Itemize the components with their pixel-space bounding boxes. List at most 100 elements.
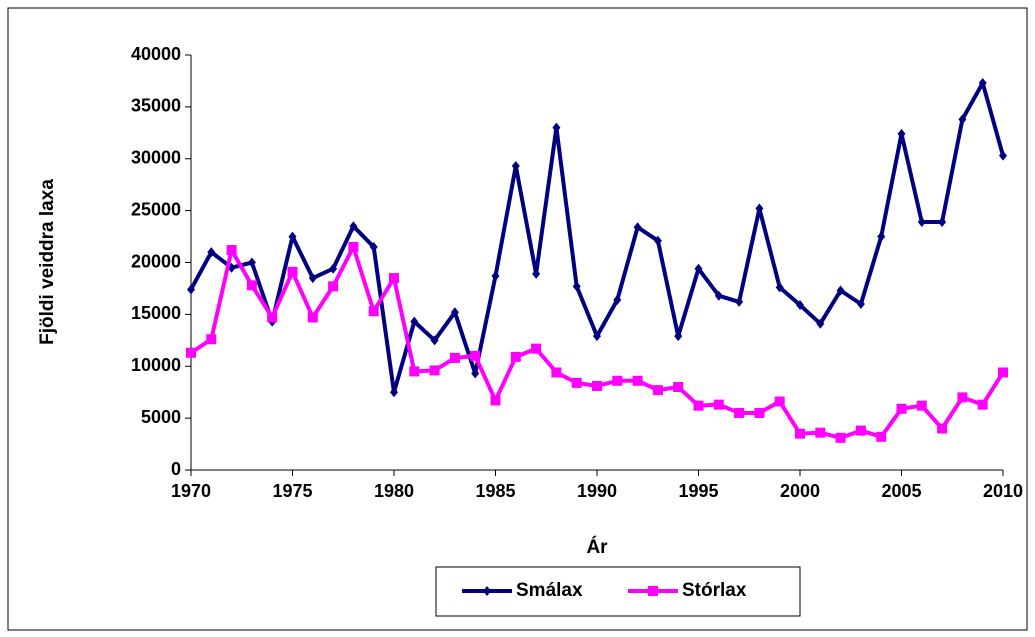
marker	[449, 352, 460, 363]
marker	[815, 427, 826, 438]
marker	[490, 395, 501, 406]
marker	[713, 399, 724, 410]
y-axis-title: Fjöldi veiddra laxa	[37, 179, 58, 345]
marker	[957, 392, 968, 403]
marker	[674, 331, 683, 342]
y-tick-label: 25000	[131, 199, 181, 219]
marker	[572, 281, 581, 292]
marker	[491, 270, 500, 281]
x-tick-label: 1990	[577, 481, 617, 501]
x-tick-label: 1995	[678, 481, 718, 501]
y-tick-label: 30000	[131, 148, 181, 168]
x-tick-label: 1980	[374, 481, 414, 501]
marker	[592, 380, 602, 391]
marker	[510, 351, 521, 362]
marker	[532, 268, 541, 279]
x-tick-label: 2005	[881, 481, 921, 501]
x-tick-label: 2000	[780, 481, 820, 501]
marker	[652, 385, 663, 396]
marker	[714, 290, 723, 301]
marker	[734, 407, 745, 418]
marker	[369, 241, 378, 252]
marker	[916, 400, 927, 411]
marker	[877, 231, 886, 242]
marker	[856, 299, 865, 309]
marker	[836, 285, 845, 296]
marker	[855, 425, 866, 436]
marker	[226, 245, 237, 256]
marker	[673, 382, 684, 392]
marker	[612, 375, 623, 386]
marker	[796, 300, 804, 311]
marker	[368, 306, 379, 317]
marker	[917, 217, 926, 228]
marker	[571, 377, 582, 388]
x-tick-label: 1975	[272, 481, 312, 501]
marker	[648, 586, 658, 596]
marker	[287, 266, 298, 277]
y-tick-label: 5000	[141, 407, 181, 427]
marker	[632, 375, 643, 386]
marker	[633, 222, 642, 233]
marker	[551, 367, 562, 378]
y-tick-label: 40000	[131, 44, 181, 64]
marker	[187, 284, 195, 295]
marker	[450, 307, 459, 318]
chart-frame	[7, 7, 1028, 631]
marker	[958, 114, 967, 125]
marker	[775, 282, 784, 293]
marker	[389, 273, 399, 284]
marker	[613, 294, 622, 305]
legend-label: Smálax	[516, 580, 583, 601]
marker	[429, 365, 440, 376]
marker	[470, 350, 481, 361]
marker	[186, 347, 196, 358]
marker	[410, 316, 419, 327]
marker	[307, 312, 318, 323]
y-tick-label: 10000	[131, 355, 181, 375]
marker	[430, 335, 439, 346]
marker	[531, 343, 542, 354]
marker	[816, 318, 825, 329]
marker	[348, 241, 359, 252]
y-tick-label: 15000	[131, 303, 181, 323]
marker	[328, 281, 339, 292]
marker	[977, 399, 988, 410]
marker	[897, 128, 906, 139]
marker	[247, 257, 256, 268]
x-tick-label: 1985	[475, 481, 515, 501]
marker	[937, 423, 948, 434]
marker	[653, 235, 662, 246]
y-tick-label: 0	[171, 459, 181, 479]
marker	[288, 231, 297, 242]
x-axis-title: Ár	[586, 536, 608, 558]
marker	[267, 312, 278, 323]
marker	[329, 263, 338, 274]
marker	[511, 161, 520, 172]
marker	[978, 78, 987, 89]
marker	[754, 407, 765, 418]
marker	[471, 368, 480, 379]
x-tick-label: 1970	[171, 481, 211, 501]
marker	[755, 203, 764, 214]
marker	[938, 217, 947, 228]
marker	[207, 247, 216, 258]
marker	[774, 396, 785, 407]
marker	[308, 273, 317, 284]
marker	[593, 331, 601, 342]
marker	[694, 263, 703, 274]
y-tick-label: 20000	[131, 251, 181, 271]
marker	[206, 334, 217, 345]
marker	[552, 122, 561, 133]
marker	[246, 280, 257, 291]
legend-label: Stórlax	[682, 580, 747, 601]
marker	[795, 428, 805, 439]
x-tick-label: 2010	[983, 481, 1023, 501]
marker	[998, 367, 1008, 378]
marker	[876, 431, 887, 442]
marker	[999, 150, 1007, 161]
marker	[835, 432, 846, 443]
marker	[349, 221, 358, 232]
y-tick-label: 35000	[131, 96, 181, 116]
marker	[693, 400, 704, 411]
